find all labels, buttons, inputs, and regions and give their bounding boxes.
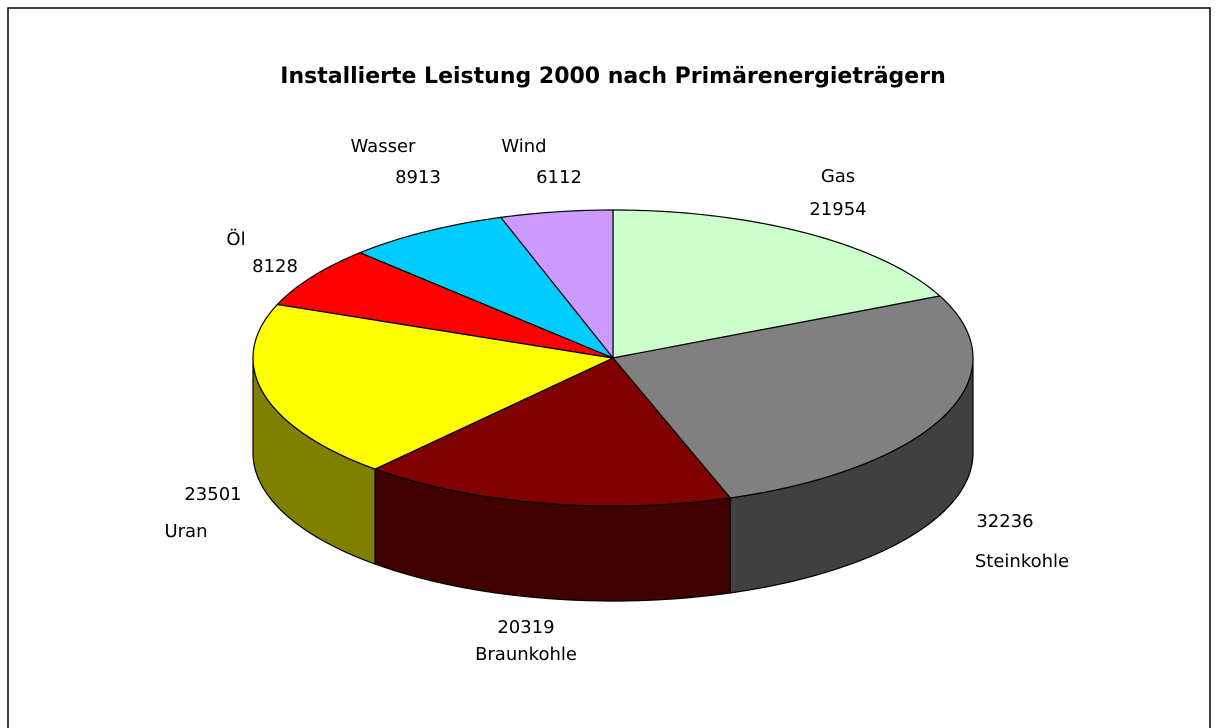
slice-value-label: 6112 (536, 167, 582, 188)
slice-label: Uran (164, 521, 207, 542)
slice-value-label: 8913 (395, 167, 441, 188)
pie-slice (612, 209, 942, 359)
slice-label: Gas (821, 166, 855, 187)
pie-slice (499, 209, 614, 360)
pie-slice (276, 252, 614, 359)
slice-value-label: 21954 (809, 199, 866, 220)
pie-slice (611, 295, 974, 499)
slice-label: Wasser (351, 136, 417, 157)
slice-label: Wind (501, 136, 546, 157)
pie-slice (252, 303, 616, 470)
pie-slice (373, 357, 732, 507)
slice-value-label: 23501 (184, 484, 241, 505)
slice-value-label: 32236 (976, 511, 1033, 532)
pie-slice (358, 216, 614, 359)
slice-label: Braunkohle (475, 644, 577, 665)
chart-title: Installierte Leistung 2000 nach Primären… (280, 64, 945, 89)
slice-label: Öl (226, 228, 245, 250)
slice-label: Steinkohle (975, 551, 1069, 572)
slice-value-label: 8128 (252, 256, 298, 277)
slice-value-label: 20319 (497, 617, 554, 638)
